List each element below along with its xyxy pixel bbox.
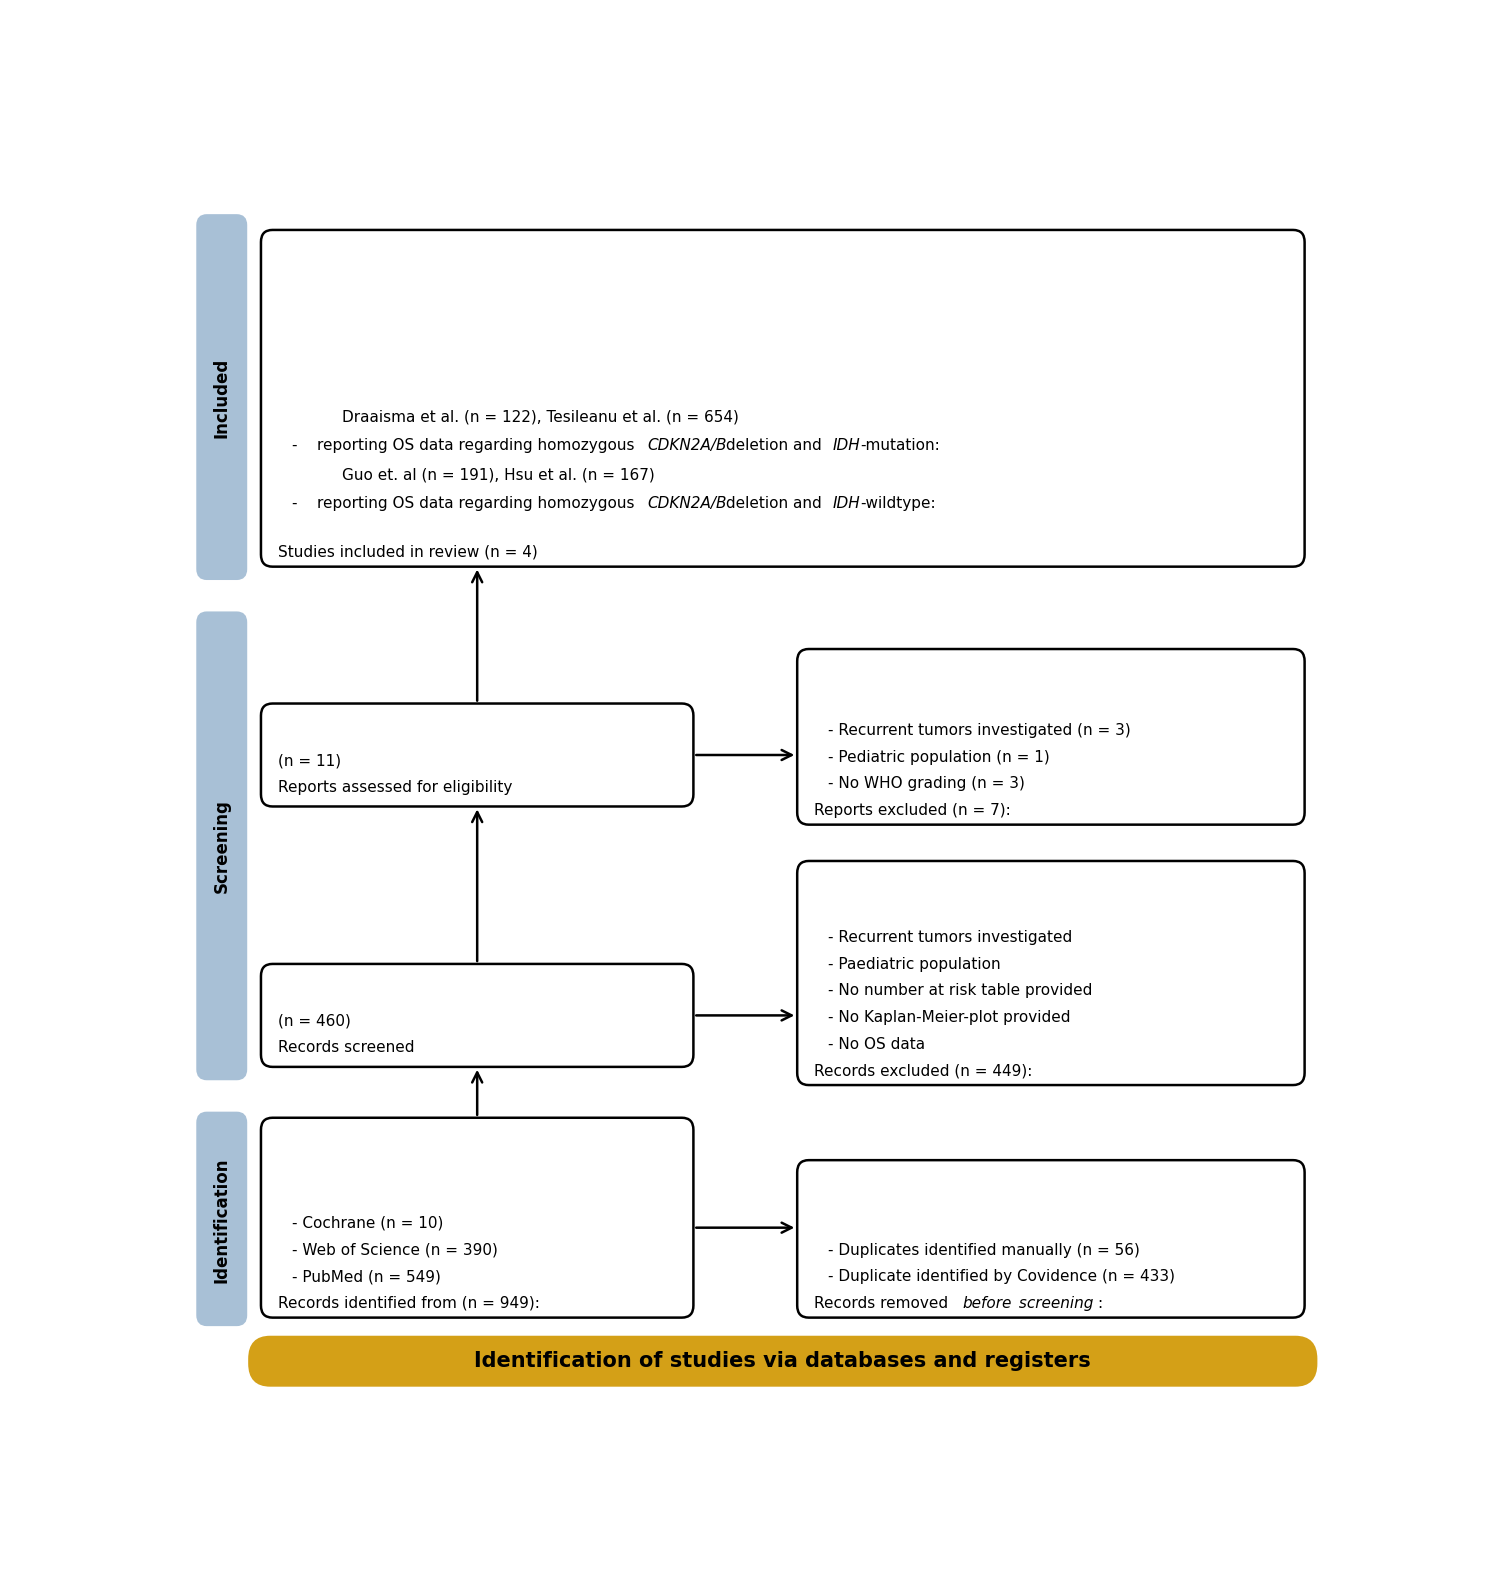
FancyBboxPatch shape [260,964,693,1066]
FancyBboxPatch shape [798,650,1305,824]
Text: - Web of Science (n = 390): - Web of Science (n = 390) [292,1243,498,1257]
Text: IDH: IDH [833,497,860,511]
FancyBboxPatch shape [250,1337,1317,1386]
Text: - Cochrane (n = 10): - Cochrane (n = 10) [292,1216,443,1230]
Text: (n = 11): (n = 11) [278,753,341,768]
Text: Identification of studies via databases and registers: Identification of studies via databases … [475,1351,1091,1372]
Text: - Recurrent tumors investigated: - Recurrent tumors investigated [829,930,1073,945]
Text: deletion and: deletion and [722,497,827,511]
FancyBboxPatch shape [798,1161,1305,1318]
Text: CDKN2A/B: CDKN2A/B [647,439,726,453]
Text: - Paediatric population: - Paediatric population [829,956,1001,972]
Text: Draaisma et al. (n = 122), Tesileanu et al. (n = 654): Draaisma et al. (n = 122), Tesileanu et … [342,409,738,425]
Text: Studies included in review (n = 4): Studies included in review (n = 4) [278,544,539,560]
Text: Records removed: Records removed [814,1296,954,1310]
Text: :: : [1097,1296,1103,1310]
Text: - PubMed (n = 549): - PubMed (n = 549) [292,1269,440,1284]
Text: Reports excluded (n = 7):: Reports excluded (n = 7): [814,802,1012,818]
Text: -    reporting OS data regarding homozygous: - reporting OS data regarding homozygous [292,497,640,511]
Text: - No Kaplan-Meier-plot provided: - No Kaplan-Meier-plot provided [829,1010,1071,1026]
Text: Reports assessed for eligibility: Reports assessed for eligibility [278,780,513,794]
Text: - Recurrent tumors investigated (n = 3): - Recurrent tumors investigated (n = 3) [829,724,1131,738]
Text: CDKN2A/B: CDKN2A/B [647,497,726,511]
Text: Records excluded (n = 449):: Records excluded (n = 449): [814,1063,1033,1078]
Text: Records identified from (n = 949):: Records identified from (n = 949): [278,1296,540,1310]
FancyBboxPatch shape [260,703,693,807]
Text: - No WHO grading (n = 3): - No WHO grading (n = 3) [829,775,1025,791]
Text: Screening: Screening [213,799,231,893]
Text: -mutation:: -mutation: [860,439,940,453]
FancyBboxPatch shape [798,860,1305,1085]
Text: before: before [963,1296,1012,1310]
FancyBboxPatch shape [260,1118,693,1318]
Text: Identification: Identification [213,1158,231,1284]
Text: (n = 460): (n = 460) [278,1013,351,1029]
Text: deletion and: deletion and [722,439,827,453]
Text: Records screened: Records screened [278,1040,415,1055]
FancyBboxPatch shape [198,1114,246,1324]
FancyBboxPatch shape [198,612,246,1079]
Text: - Duplicate identified by Covidence (n = 433): - Duplicate identified by Covidence (n =… [829,1269,1176,1284]
Text: IDH: IDH [833,439,860,453]
Text: Included: Included [213,359,231,439]
Text: - No number at risk table provided: - No number at risk table provided [829,983,1092,999]
Text: -wildtype:: -wildtype: [860,497,936,511]
Text: - Pediatric population (n = 1): - Pediatric population (n = 1) [829,750,1051,764]
Text: - No OS data: - No OS data [829,1037,926,1052]
Text: Guo et. al (n = 191), Hsu et al. (n = 167): Guo et. al (n = 191), Hsu et al. (n = 16… [342,467,655,483]
FancyBboxPatch shape [198,216,246,579]
FancyBboxPatch shape [260,230,1305,566]
Text: screening: screening [1013,1296,1094,1310]
Text: -    reporting OS data regarding homozygous: - reporting OS data regarding homozygous [292,439,640,453]
Text: - Duplicates identified manually (n = 56): - Duplicates identified manually (n = 56… [829,1243,1140,1257]
